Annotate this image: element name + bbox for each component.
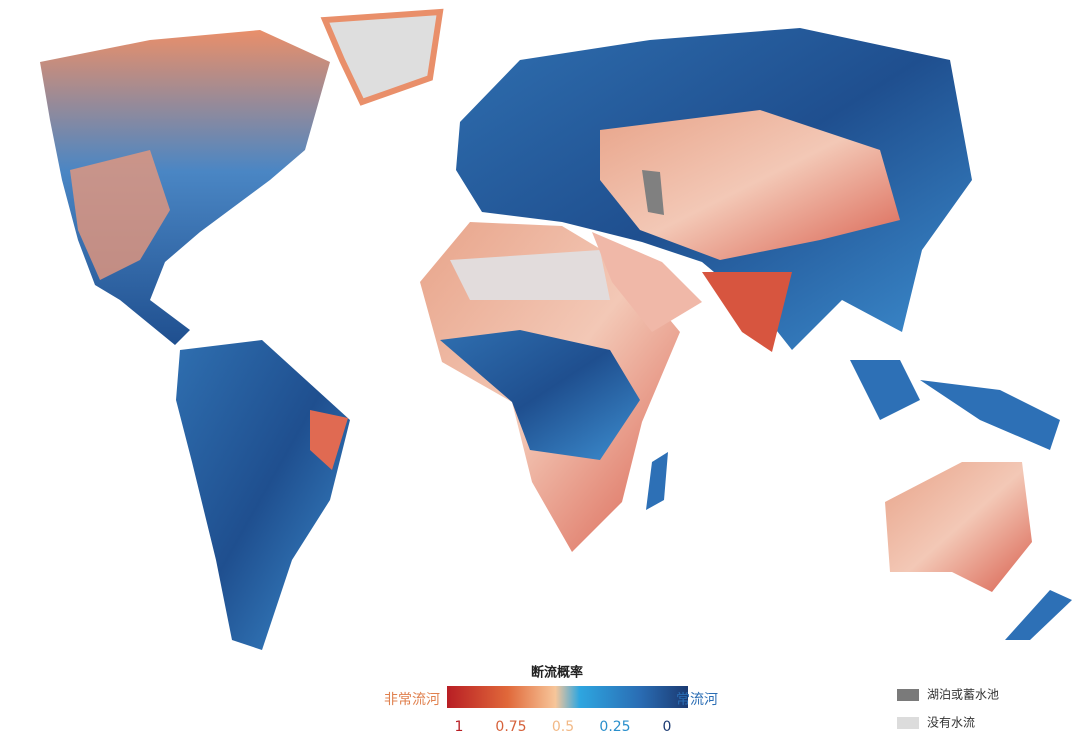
south-america-east	[310, 410, 348, 470]
legend-title: 断流概率	[531, 665, 583, 681]
key-label: 没有水流	[927, 715, 975, 730]
india	[702, 272, 792, 352]
arabia	[592, 232, 702, 332]
land	[40, 8, 1072, 650]
colorbar-tick-label: 0.75	[495, 719, 526, 735]
australia	[885, 462, 1032, 592]
south-america	[176, 340, 350, 650]
colorbar-tick-label: 0	[663, 719, 672, 735]
key-swatch-no-flow	[897, 717, 919, 729]
colorbar-tick-label: 0.25	[599, 719, 630, 735]
north-america-west	[70, 150, 170, 280]
southeast-asia	[850, 360, 1060, 450]
colorbar	[447, 686, 688, 708]
key-label: 湖泊或蓄水池	[927, 687, 999, 702]
legend-left-label: 非常流河	[384, 692, 440, 708]
central-africa	[440, 330, 640, 460]
greenland	[320, 8, 444, 106]
legend-right-label: 常流河	[676, 692, 718, 708]
new-zealand	[1005, 590, 1072, 640]
colorbar-legend: 断流概率 非常流河 常流河	[384, 665, 718, 708]
colorbar-tick-label: 1	[455, 719, 464, 735]
colorbar-tick-label: 0.5	[552, 719, 574, 735]
sahara	[450, 250, 610, 300]
central-asia	[600, 110, 900, 260]
madagascar	[646, 452, 668, 510]
key: 湖泊或蓄水池 没有水流	[897, 687, 999, 730]
key-swatch-lake	[897, 689, 919, 701]
caspian	[642, 170, 664, 215]
